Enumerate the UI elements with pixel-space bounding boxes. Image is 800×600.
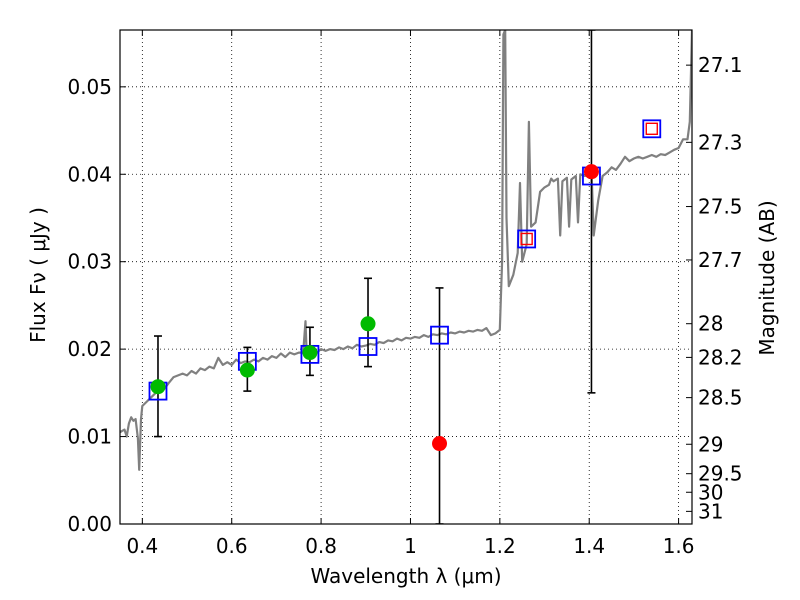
x-tick-label: 1.2 xyxy=(484,534,516,558)
right-axis-title: Magnitude (AB) xyxy=(755,200,779,355)
plot-layer xyxy=(120,30,692,524)
x-tick-label: 1.6 xyxy=(663,534,695,558)
right-tick-label: 30 xyxy=(698,480,723,504)
inner-square-marker xyxy=(520,232,533,246)
model-square-marker xyxy=(430,325,449,345)
right-tick-label: 27.3 xyxy=(698,130,743,154)
green-data-point xyxy=(239,362,255,378)
x-axis-title: Wavelength λ (μm) xyxy=(310,564,501,588)
green-data-point xyxy=(302,345,318,361)
inner-square-marker xyxy=(645,122,658,136)
y-tick-label: 0.02 xyxy=(67,337,112,361)
y-tick-label: 0.03 xyxy=(67,250,112,274)
x-tick-label: 0.6 xyxy=(216,534,248,558)
x-tick-label: 0.4 xyxy=(126,534,158,558)
green-data-point xyxy=(360,316,376,332)
right-tick-label: 27.5 xyxy=(698,195,743,219)
y-axis-title: Flux Fν ( μJy ) xyxy=(26,207,50,343)
red-data-point xyxy=(583,164,599,180)
model-square-marker xyxy=(358,337,378,356)
right-tick-label: 28.5 xyxy=(698,386,743,410)
model-square-marker xyxy=(642,119,662,139)
y-tick-label: 0.01 xyxy=(67,425,112,449)
plot-area xyxy=(120,30,692,524)
right-tick-label: 31 xyxy=(698,499,723,523)
red-data-point xyxy=(432,436,448,452)
right-tick-label: 29.5 xyxy=(698,462,743,486)
x-tick-label: 1.4 xyxy=(573,534,605,558)
right-tick-label: 27.1 xyxy=(698,53,743,77)
y-tick-label: 0.05 xyxy=(67,75,112,99)
right-tick-label: 28 xyxy=(698,312,723,336)
y-tick-label: 0.04 xyxy=(67,162,112,186)
right-tick-label: 28.2 xyxy=(698,345,743,369)
right-tick-label: 29 xyxy=(698,432,723,456)
axis-ticks: 0.4 0.6 0.8 1 1.2 1.4 1.6 0.00 0.01 0.02 0.03 0.04 0… xyxy=(67,30,743,558)
green-data-point xyxy=(150,379,166,395)
x-tick-label: 0.8 xyxy=(305,534,337,558)
y-tick-label: 0.00 xyxy=(67,512,112,536)
right-tick-label: 27.7 xyxy=(698,248,743,272)
plot-frame xyxy=(119,29,693,525)
model-square-marker xyxy=(517,229,537,249)
x-tick-label: 1 xyxy=(404,534,417,558)
